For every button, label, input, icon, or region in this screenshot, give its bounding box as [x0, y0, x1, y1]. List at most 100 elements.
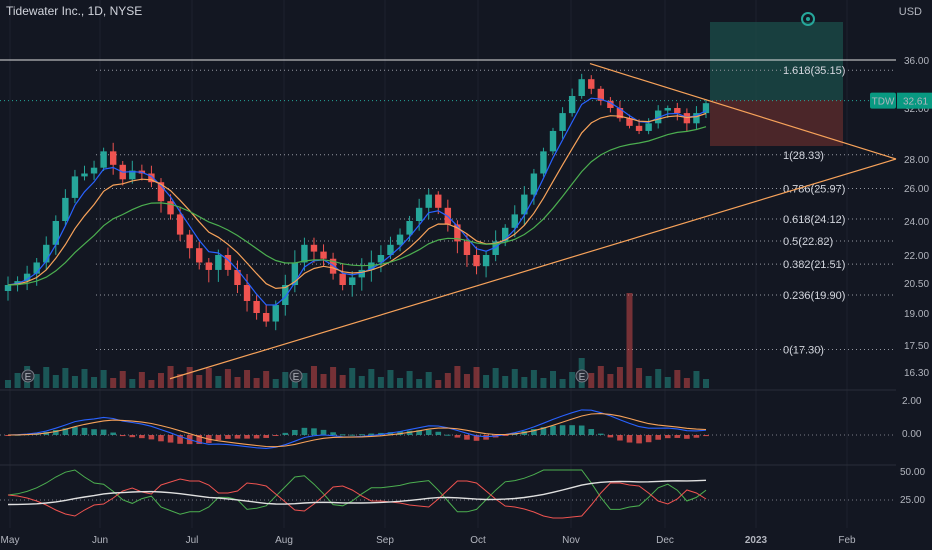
macd-line [7, 409, 707, 449]
macd-histogram-bar [559, 425, 566, 435]
candle [549, 127, 557, 155]
y-axis: 36.00 32.00 28.00 26.00 24.00 22.00 20.50 19.00… [900, 56, 929, 506]
macd-histogram-bar [253, 435, 260, 439]
macd-histogram-bar [569, 425, 575, 435]
volume-bar [636, 368, 643, 388]
volume-bar [626, 293, 633, 388]
volume-bar [148, 380, 155, 388]
volume-bar [521, 377, 528, 388]
x-axis: May Jun Jul Aug Sep Oct Nov Dec 2023 Feb [1, 535, 857, 546]
candle [568, 88, 576, 117]
price-tag: TDW 32.61 [870, 92, 932, 109]
candle [358, 258, 365, 291]
candle [530, 168, 538, 205]
macd-histogram-bar [119, 435, 126, 437]
svg-text:E: E [579, 372, 586, 383]
volume-bar [387, 370, 394, 388]
macd-histogram-bar [693, 435, 700, 438]
macd-histogram-bar [292, 429, 298, 435]
macd-histogram-bar [368, 433, 375, 435]
candle [62, 189, 69, 226]
x-tick-label: Sep [376, 535, 394, 546]
y-tick-label: 20.50 [904, 279, 929, 290]
candle [234, 260, 241, 294]
signal-line [7, 413, 707, 448]
macd-histogram-bar [349, 434, 356, 436]
candle [310, 237, 318, 263]
symbol-tag [870, 92, 896, 109]
macd-histogram-bar [72, 427, 78, 435]
macd-panel [0, 409, 896, 449]
osc-minus-line [7, 478, 707, 519]
osc-main-line [7, 479, 707, 506]
macd-histogram-bar [53, 430, 59, 435]
macd-histogram-bar [674, 435, 681, 438]
macd-histogram-bar [91, 429, 97, 435]
volume-bar [703, 379, 709, 388]
candle [463, 234, 471, 267]
volume-bar [244, 370, 251, 388]
osc-tick-label: 50.00 [900, 467, 925, 478]
y-tick-label: 19.00 [904, 309, 929, 320]
volume-bar [100, 370, 107, 388]
candle [473, 246, 480, 275]
volume-bar [655, 369, 662, 388]
volume-bar [540, 378, 547, 388]
volume-bar [62, 368, 69, 388]
volume-bar [81, 369, 88, 388]
volume-bar [463, 374, 470, 388]
candle [368, 250, 375, 282]
macd-histogram-bar [645, 435, 652, 443]
oscillator-panel [0, 469, 896, 519]
macd-histogram-bar [483, 435, 489, 440]
x-tick-label: 2023 [745, 535, 768, 546]
volume-bar [310, 366, 317, 388]
candle [492, 230, 499, 262]
macd-histogram-bar [636, 435, 642, 444]
chart-title: Tidewater Inc., 1D, NYSE [6, 4, 143, 18]
macd-histogram-bar [339, 434, 346, 436]
volume-bar [502, 376, 509, 388]
ema-slow-line [7, 126, 707, 286]
volume-bar [377, 377, 384, 388]
candle [196, 241, 203, 270]
candle [702, 99, 710, 118]
volume-bar [110, 378, 117, 388]
macd-histogram-bar [225, 435, 231, 439]
volume-bar [607, 374, 614, 388]
macd-histogram-bar [684, 435, 690, 439]
volume-bar [597, 366, 604, 388]
volume-bar [196, 375, 203, 388]
volume-bar [167, 366, 174, 388]
candle [521, 186, 528, 225]
y-tick-label: 16.30 [904, 368, 929, 379]
candle [301, 237, 308, 271]
macd-histogram-bar [129, 435, 136, 438]
macd-histogram-bar [263, 435, 269, 438]
candle [540, 147, 547, 177]
fib-level-label: 0.618(24.12) [783, 214, 845, 226]
y-tick-label: 24.00 [904, 217, 929, 228]
volume-bar [530, 370, 537, 388]
earnings-marker: E [289, 369, 303, 383]
macd-histogram-bar [502, 435, 509, 436]
macd-histogram-bar [139, 435, 145, 439]
y-tick-label: 36.00 [904, 56, 929, 67]
y-tick-label: 17.50 [904, 341, 929, 352]
macd-histogram-bar [215, 435, 222, 441]
volume-bar [550, 371, 557, 388]
macd-histogram-bar [425, 429, 432, 435]
y-tick-label: 32.00 [904, 104, 929, 115]
macd-histogram-bar [445, 434, 451, 436]
macd-histogram-bar [435, 431, 442, 435]
candle [119, 161, 126, 186]
volume-bar [224, 369, 231, 388]
candle [693, 106, 700, 130]
fib-level-label: 0.382(21.51) [783, 259, 845, 271]
volume-bar [444, 373, 451, 388]
macd-histogram-bar [311, 428, 317, 435]
candle [664, 105, 671, 118]
fib-level-label: 1(28.33) [783, 150, 824, 162]
target-zone [710, 22, 843, 100]
